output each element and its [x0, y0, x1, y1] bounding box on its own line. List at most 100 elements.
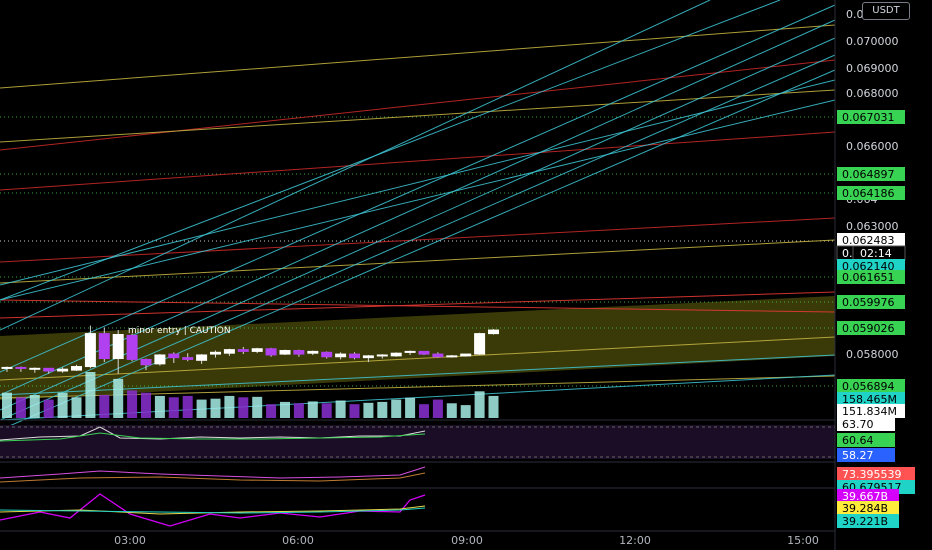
fan-line [0, 0, 781, 301]
price-badge-label: 60.64 [842, 434, 874, 447]
volume-bar [488, 395, 499, 418]
candle-body[interactable] [168, 353, 180, 359]
candle-body[interactable] [29, 367, 41, 370]
candle-body[interactable] [265, 348, 277, 356]
price-badge-label: 0.062483 [842, 234, 895, 247]
candle-body[interactable] [307, 350, 319, 354]
candle-body[interactable] [126, 334, 138, 360]
price-tick: 0.058000 [846, 348, 899, 361]
candle-body[interactable] [474, 333, 486, 355]
time-axis: 03:00 06:00 09:00 12:00 15:00 [0, 530, 835, 547]
price-badge [837, 167, 905, 181]
candle-body[interactable] [488, 329, 499, 335]
volume-bar [182, 395, 193, 418]
price-badge [837, 467, 915, 481]
candle-body[interactable] [210, 351, 221, 355]
rsi-signal-line [0, 432, 426, 442]
time-label: 12:00 [619, 534, 651, 547]
trend-line [0, 89, 836, 143]
candle-body[interactable] [15, 366, 27, 369]
price-badge-label: 0.064186 [842, 187, 895, 200]
price-scale[interactable]: 0.0 0.070000 0.069000 0.068000 0.066000 0.064… [834, 0, 932, 550]
fan-line [0, 4, 836, 373]
stoch-d-line [0, 472, 426, 483]
price-badge-label: 158.465M [842, 393, 897, 406]
candle-body[interactable] [43, 367, 55, 372]
volume-bar [2, 392, 12, 418]
volume-bar [127, 390, 138, 418]
candle-body[interactable] [223, 349, 235, 354]
candle-body[interactable] [404, 350, 416, 353]
volume-bar [321, 403, 332, 418]
candlesticks[interactable] [1, 325, 499, 374]
stoch-k-line [0, 466, 426, 479]
price-badge [837, 433, 895, 447]
volume-bar [446, 403, 457, 418]
volume-bar [307, 401, 318, 418]
candle-body[interactable] [98, 333, 110, 360]
price-badge-label: 73.395539 [842, 468, 902, 481]
price-badge-label: 0.067031 [842, 111, 895, 124]
candle-body[interactable] [362, 355, 374, 359]
volume-bar [293, 403, 304, 418]
candle-body[interactable] [376, 354, 388, 357]
price-badge-label: 39.667B [842, 490, 888, 503]
candle-body[interactable] [140, 358, 152, 366]
price-badge [837, 417, 895, 431]
volume-bar [99, 395, 110, 418]
fan-line [0, 19, 836, 396]
price-tick: 0.069000 [846, 62, 899, 75]
price-tick: 0.063000 [846, 220, 899, 233]
time-label: 03:00 [114, 534, 146, 547]
candle-body[interactable] [112, 334, 124, 360]
rsi-pane-bg [0, 425, 835, 459]
fan-line [0, 374, 836, 421]
currency-button[interactable]: USDT [862, 2, 910, 20]
candle-body[interactable] [321, 351, 333, 358]
volume-bar [252, 396, 263, 418]
candle-body[interactable] [84, 333, 96, 368]
candle-body[interactable] [57, 368, 69, 372]
candle-body[interactable] [349, 353, 360, 359]
volume-bar [57, 392, 68, 418]
trend-line [0, 291, 836, 319]
time-label: 09:00 [451, 534, 483, 547]
candle-body[interactable] [237, 349, 249, 352]
candle-body[interactable] [432, 353, 444, 358]
volume-bar [377, 401, 388, 418]
volume-bar [224, 395, 235, 418]
time-label: 15:00 [787, 534, 819, 547]
candle-body[interactable] [418, 350, 430, 355]
candle-body[interactable] [196, 354, 208, 361]
candle-body[interactable] [446, 355, 458, 358]
trend-line [0, 299, 836, 313]
price-badge [837, 270, 905, 284]
candle-body[interactable] [251, 348, 263, 352]
price-badge-label: 39.221B [842, 515, 888, 528]
volume-bar [460, 405, 471, 418]
candle-body[interactable] [279, 350, 291, 355]
price-badge-label: 0.059026 [842, 322, 895, 335]
price-badge-label: 63.70 [842, 418, 874, 431]
candle-body[interactable] [390, 352, 402, 357]
fan-line [0, 69, 836, 431]
candle-body[interactable] [182, 357, 194, 360]
price-badge [837, 489, 899, 503]
volume-bar [432, 399, 443, 418]
candle-body[interactable] [460, 353, 472, 357]
volume-bar [405, 397, 416, 418]
candle-body[interactable] [335, 353, 347, 358]
price-badge-label: 0.056894 [842, 380, 895, 393]
candle-body[interactable] [293, 350, 305, 355]
candle-body[interactable] [154, 354, 166, 365]
volume-bar [280, 401, 290, 418]
price-badge [837, 259, 905, 273]
candle-body[interactable] [1, 366, 13, 369]
price-badge [837, 392, 905, 406]
price-badge [837, 186, 905, 200]
price-badge-label: 0.064897 [842, 168, 895, 181]
volume-bars [2, 372, 499, 418]
candle-body[interactable] [71, 366, 82, 371]
